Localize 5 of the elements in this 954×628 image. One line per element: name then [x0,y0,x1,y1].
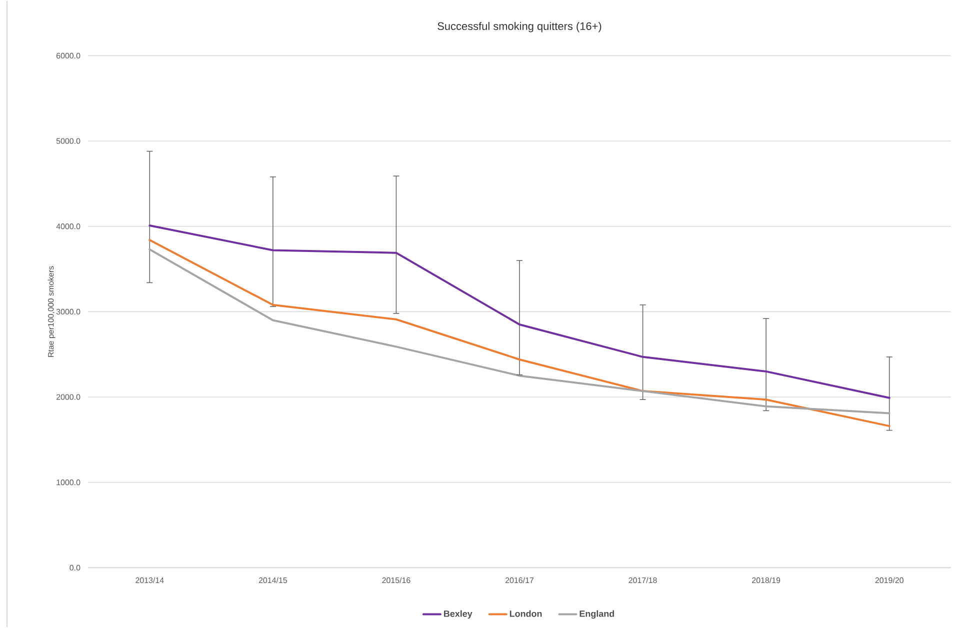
chart-title: Successful smoking quitters (16+) [438,22,602,32]
line-series [148,224,890,399]
legend-label: London [510,610,542,617]
legend-label: England [580,610,614,619]
legend-label: Bexley [444,610,472,619]
